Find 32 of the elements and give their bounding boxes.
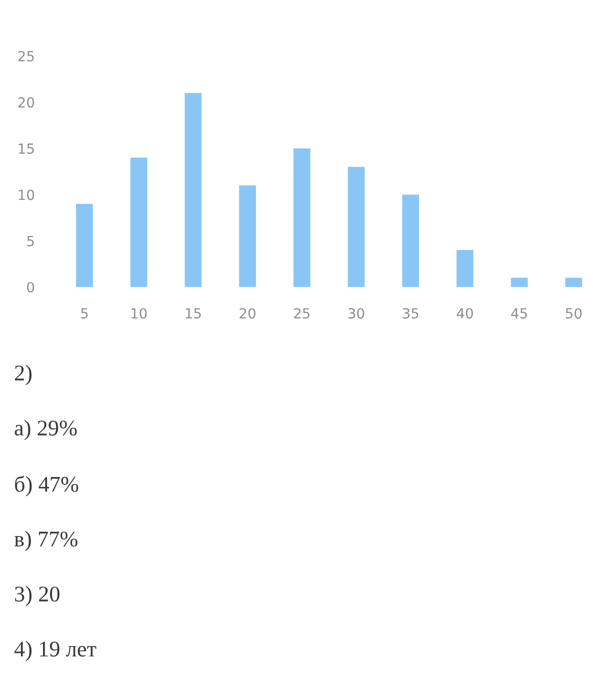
text: в) 77% (14, 530, 78, 552)
y-tick-label: 15 (18, 144, 34, 154)
x-tick-label: 40 (456, 308, 473, 319)
y-tick-label: 0 (27, 282, 34, 292)
bar (293, 148, 310, 287)
x-tick-label: 25 (294, 308, 310, 319)
bar (456, 250, 474, 287)
x-tick-label: 50 (566, 308, 582, 319)
y-tick-label: 20 (18, 97, 34, 108)
y-tick-label: 25 (18, 50, 34, 62)
x-tick-label: 35 (402, 308, 418, 319)
bar (76, 204, 93, 287)
x-tick-label: 45 (511, 308, 527, 319)
bar (239, 185, 256, 287)
y-tick-label: 10 (18, 190, 34, 200)
x-tick-label: 20 (240, 308, 256, 319)
text: 4) 19 лет (14, 640, 96, 662)
bar (565, 278, 582, 287)
text: 3) 20 (15, 586, 60, 606)
x-tick-label: 30 (348, 308, 364, 319)
y-tick-label: 5 (27, 236, 34, 246)
text: 2) (14, 364, 32, 386)
bar (184, 92, 202, 287)
bar (402, 194, 420, 287)
bar (348, 166, 365, 287)
x-tick-label: 10 (132, 308, 147, 319)
text: б) 47% (15, 476, 78, 496)
bar (130, 158, 148, 287)
x-tick-label: 15 (186, 308, 201, 319)
x-tick-label: 5 (81, 308, 88, 319)
bar (510, 278, 528, 287)
text: а) 29% (14, 420, 77, 440)
